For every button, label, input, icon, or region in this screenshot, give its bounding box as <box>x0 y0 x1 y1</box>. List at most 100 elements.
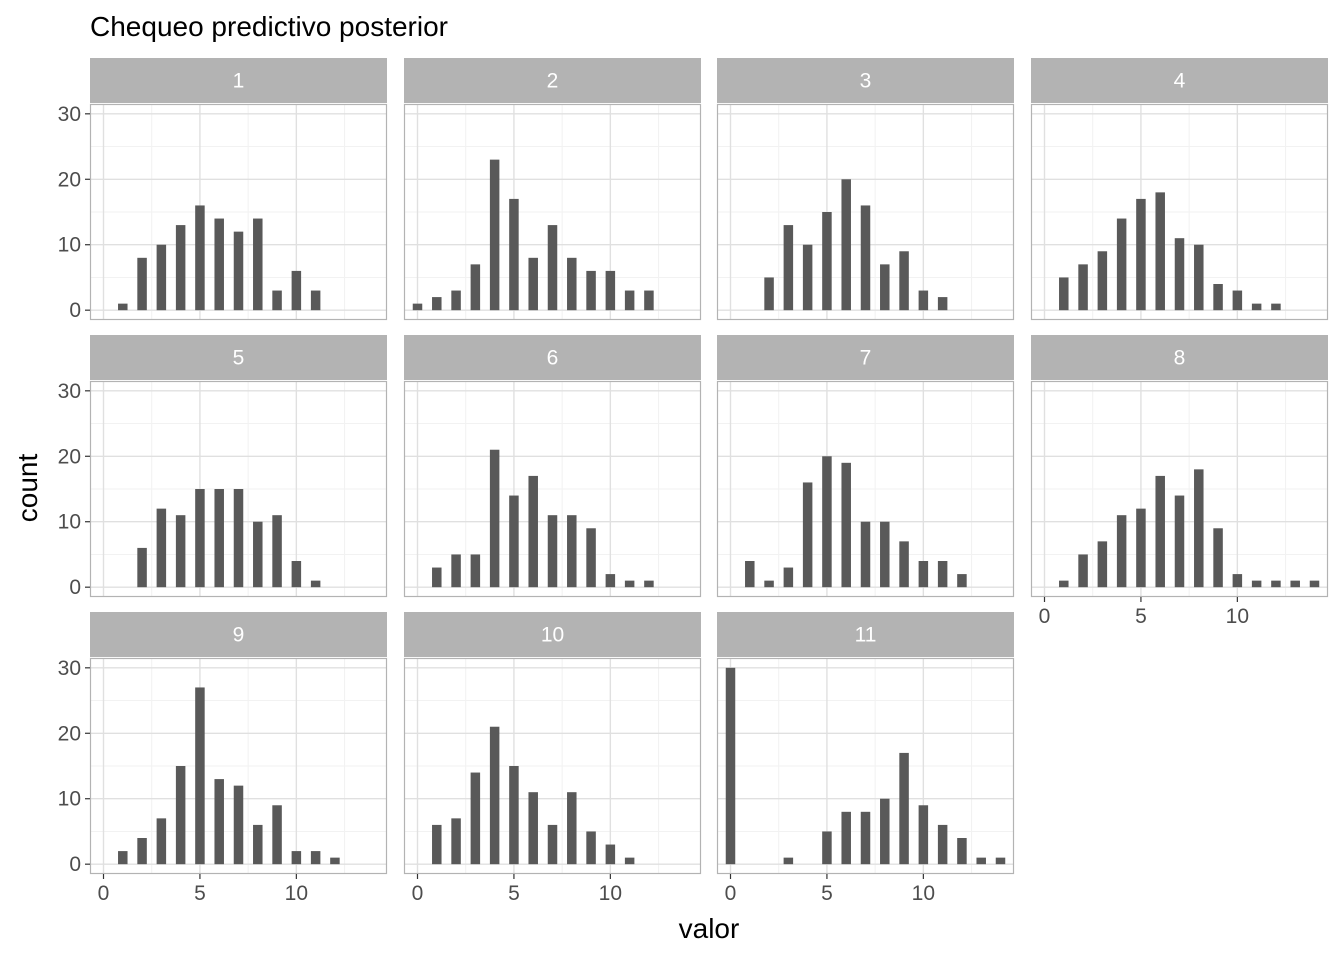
y-tick-label: 0 <box>69 853 81 876</box>
histogram-bar <box>822 212 832 311</box>
histogram-bar <box>291 270 302 311</box>
histogram-bar <box>605 270 616 311</box>
histogram-bar <box>937 561 948 588</box>
histogram-bar <box>899 752 909 865</box>
panel-border <box>716 103 1015 321</box>
histogram-bar <box>586 528 596 588</box>
facet-strip-label: 9 <box>233 624 245 647</box>
x-tick-label: 5 <box>508 882 520 905</box>
histogram-bar <box>451 290 461 311</box>
histogram-bar <box>1155 192 1165 311</box>
y-tick-label: 10 <box>58 511 81 534</box>
histogram-bar <box>764 277 774 311</box>
histogram-bar <box>451 818 461 865</box>
histogram-bar <box>1232 574 1243 588</box>
facet-strip-label: 10 <box>541 624 564 647</box>
histogram-bar <box>1097 251 1108 311</box>
histogram-bar <box>272 290 282 311</box>
panel-border <box>89 380 388 598</box>
histogram-bar <box>918 805 929 865</box>
x-tick-label: 10 <box>912 882 935 905</box>
histogram-bar <box>976 857 986 865</box>
histogram-bar <box>1271 580 1281 588</box>
histogram-bar <box>1271 303 1281 311</box>
facet-strip-label: 5 <box>233 347 245 370</box>
histogram-bar <box>783 567 794 588</box>
y-tick-label: 0 <box>69 576 81 599</box>
y-tick-label: 20 <box>58 722 81 745</box>
histogram-bar <box>214 218 224 311</box>
histogram-bar <box>1116 515 1127 588</box>
histogram-bar <box>783 857 794 865</box>
facet-strip-label: 4 <box>1174 70 1186 93</box>
histogram-bar <box>605 844 616 865</box>
x-tick-label: 10 <box>285 882 308 905</box>
histogram-bar <box>725 667 736 865</box>
histogram-bar <box>291 851 302 865</box>
facet-panel-7: 7 <box>716 335 1015 598</box>
histogram-bar <box>489 449 500 588</box>
histogram-bar <box>957 574 967 588</box>
facet-strip-label: 8 <box>1174 347 1186 370</box>
y-tick-label: 10 <box>58 234 81 257</box>
histogram-bar <box>1136 508 1146 588</box>
histogram-bar <box>802 244 813 311</box>
facet-strip <box>717 58 1014 103</box>
histogram-bar <box>918 290 929 311</box>
x-tick-label: 0 <box>725 882 737 905</box>
y-tick-label: 20 <box>58 168 81 191</box>
histogram-bar <box>624 290 635 311</box>
histogram-bar <box>1078 264 1088 311</box>
histogram-bar <box>195 205 205 311</box>
chart-title: Chequeo predictivo posterior <box>90 11 448 42</box>
histogram-bar <box>1059 580 1069 588</box>
facet-panel-4: 4 <box>1030 58 1329 321</box>
panel-border <box>89 657 388 875</box>
histogram-bar <box>509 766 519 865</box>
x-tick-label: 0 <box>412 882 424 905</box>
histogram-bar <box>272 515 282 588</box>
histogram-bar <box>880 521 890 588</box>
histogram-bar <box>310 580 321 588</box>
facet-strip <box>90 58 387 103</box>
histogram-bar <box>233 489 244 588</box>
histogram-bar <box>509 198 519 311</box>
facet-panel-6: 6 <box>403 335 702 598</box>
histogram-bar <box>822 831 832 865</box>
facet-strip <box>90 335 387 380</box>
histogram-bar <box>745 561 755 588</box>
panel-border <box>89 103 388 321</box>
histogram-bar <box>1251 580 1262 588</box>
histogram-bar <box>1290 580 1300 588</box>
histogram-bar <box>995 857 1006 865</box>
histogram-bar <box>412 303 423 311</box>
x-tick-label: 10 <box>599 882 622 905</box>
facet-strip <box>717 612 1014 657</box>
histogram-bar <box>783 225 794 311</box>
histogram-bar <box>137 257 147 311</box>
histogram-bar <box>118 851 128 865</box>
histogram-bar <box>1232 290 1243 311</box>
y-tick-label: 30 <box>58 657 81 680</box>
x-tick-label: 0 <box>98 882 110 905</box>
histogram-bar <box>567 257 577 311</box>
facet-strip <box>717 335 1014 380</box>
histogram-bar <box>509 495 519 588</box>
histogram-bar <box>1174 238 1185 311</box>
histogram-bar <box>528 475 538 588</box>
histogram-bar <box>957 838 967 865</box>
histogram-bar <box>470 772 481 865</box>
histogram-bar <box>567 792 577 865</box>
histogram-bar <box>489 726 500 865</box>
histogram-bar <box>586 270 596 311</box>
histogram-bar <box>880 264 890 311</box>
histogram-bar <box>528 792 538 865</box>
histogram-bar <box>310 851 321 865</box>
histogram-bar <box>841 811 851 865</box>
histogram-bar <box>567 515 577 588</box>
panel-border <box>716 657 1015 875</box>
panel-border <box>1030 103 1329 321</box>
facet-strip-label: 3 <box>860 70 872 93</box>
histogram-bar <box>1309 580 1320 588</box>
